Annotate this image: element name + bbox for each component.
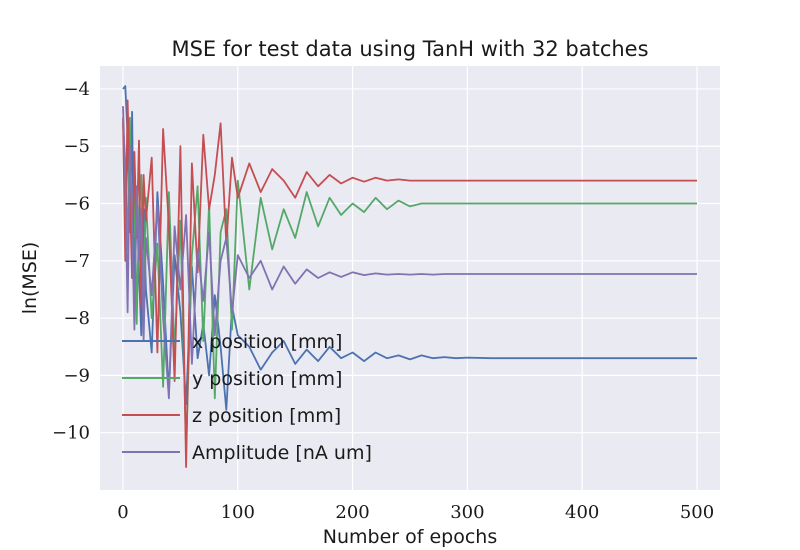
x-tick-label: 300 bbox=[450, 502, 484, 523]
series-line bbox=[122, 106, 697, 400]
legend-label: z position [mm] bbox=[192, 405, 341, 427]
y-tick-label: −6 bbox=[63, 194, 90, 215]
y-axis-label: ln(MSE) bbox=[19, 242, 41, 315]
y-tick-label: −10 bbox=[52, 423, 90, 444]
x-tick-label: 400 bbox=[565, 502, 599, 523]
legend: x position [mm] y position [mm] z position… bbox=[122, 331, 372, 464]
legend-label: y position [mm] bbox=[192, 368, 342, 390]
x-tick-label: 0 bbox=[117, 502, 128, 523]
series-lines bbox=[122, 85, 697, 468]
y-tick-labels: −10 −9 −8 −7 −6 −5 −4 bbox=[52, 79, 90, 444]
y-tick-label: −9 bbox=[63, 365, 90, 386]
y-tick-label: −5 bbox=[63, 136, 90, 157]
x-tick-label: 200 bbox=[335, 502, 369, 523]
y-tick-label: −8 bbox=[63, 308, 90, 329]
legend-label: x position [mm] bbox=[192, 331, 342, 353]
legend-label: Amplitude [nA um] bbox=[192, 442, 372, 464]
y-tick-label: −7 bbox=[63, 251, 90, 272]
x-tick-label: 500 bbox=[680, 502, 714, 523]
x-tick-labels: 0 100 200 300 400 500 bbox=[117, 502, 714, 523]
x-tick-label: 100 bbox=[221, 502, 255, 523]
y-tick-label: −4 bbox=[63, 79, 90, 100]
x-axis-label: Number of epochs bbox=[323, 526, 497, 548]
chart-title: MSE for test data using TanH with 32 bat… bbox=[171, 37, 648, 61]
